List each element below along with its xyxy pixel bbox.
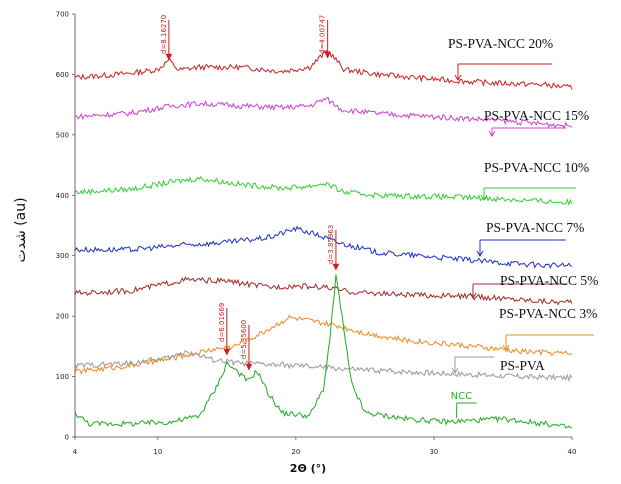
series-labels: PS-PVA-NCC 20% PS-PVA-NCC 15% PS-PVA-NCC 1… (448, 36, 598, 374)
series-label-arrow (480, 194, 488, 201)
series-label: PS-PVA-NCC 10% (484, 160, 589, 175)
series-label-arrow (451, 367, 459, 374)
series-line (74, 314, 573, 375)
x-tick-label: 40 (568, 448, 577, 456)
peak-arrow-head (245, 363, 253, 371)
peak-arrow-head (324, 51, 332, 59)
series-line (74, 276, 573, 306)
y-tick-label: 600 (56, 71, 69, 79)
peak-annotation: d=5.35600 (240, 320, 248, 359)
y-axis-label: شدت (au) (13, 197, 29, 262)
y-tick-label: 300 (56, 252, 69, 260)
y-tick-label: 100 (56, 373, 69, 381)
y-tick-label: 500 (56, 131, 69, 139)
series-label: PS-PVA-NCC 7% (486, 220, 584, 235)
peak-arrow-head (332, 263, 340, 271)
series-label-arrow (488, 130, 496, 137)
ncc-annotation: NCC (451, 391, 472, 402)
series-lines (74, 49, 573, 429)
series-label: PS-PVA-NCC 15% (484, 108, 589, 123)
peak-annotations: d=8.16270 d=4.00747 d=3.85963 d=6.01669 d=5.… (160, 15, 477, 418)
peak-annotation: d=4.00747 (319, 15, 327, 54)
series-label-arrow (469, 292, 477, 299)
series-line (74, 49, 573, 90)
y-tick-label: 200 (56, 313, 69, 321)
series-label: PS-PVA-NCC 5% (500, 273, 598, 288)
peak-arrow-head (165, 53, 173, 61)
x-tick-label: 4 (73, 448, 78, 456)
x-tick-label: 10 (153, 448, 162, 456)
series-line (74, 350, 573, 383)
y-ticks: 0 100 200 300 400 500 600 700 (56, 11, 75, 442)
x-axis-label: 2Θ (°) (290, 462, 326, 475)
y-tick-label: 0 (65, 434, 69, 442)
series-line (74, 225, 573, 270)
peak-annotation: d=3.85963 (327, 225, 335, 264)
peak-annotation: d=8.16270 (160, 15, 168, 54)
series-line (74, 96, 573, 129)
series-label-arrow (476, 250, 484, 257)
series-label-arrow (502, 344, 510, 351)
series-label: PS-PVA (500, 358, 545, 373)
y-tick-label: 700 (56, 11, 69, 19)
peak-arrow-head (223, 348, 231, 356)
series-line (74, 274, 573, 429)
x-ticks: 4 10 20 30 40 (73, 437, 577, 456)
series-label-arrow (454, 74, 462, 81)
peak-annotation: d=6.01669 (218, 303, 226, 342)
y-tick-label: 400 (56, 192, 69, 200)
series-label: PS-PVA-NCC 3% (499, 306, 597, 321)
x-tick-label: 20 (291, 448, 300, 456)
series-label: PS-PVA-NCC 20% (448, 36, 553, 51)
series-line (74, 175, 573, 206)
x-tick-label: 30 (429, 448, 438, 456)
